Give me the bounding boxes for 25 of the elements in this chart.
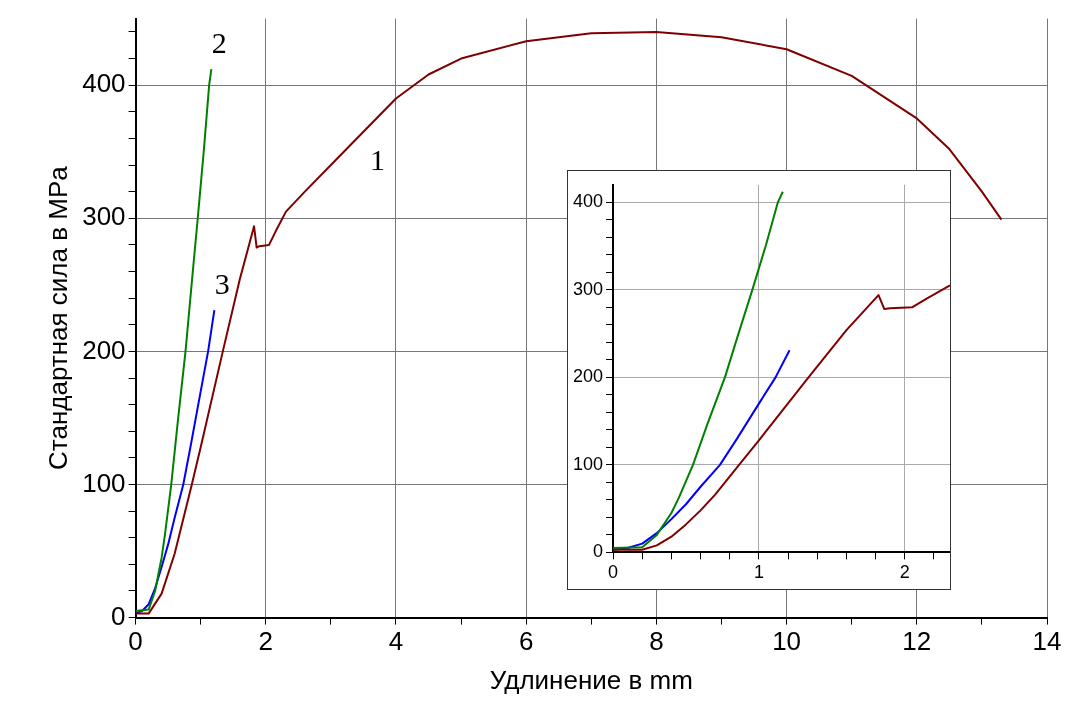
y-tick-label: 0: [593, 541, 604, 562]
y-tick-label: 300: [572, 278, 604, 299]
x-tick-label: 12: [902, 626, 932, 657]
y-tick-label: 400: [572, 191, 604, 212]
x-tick-label: 2: [899, 562, 910, 583]
x-tick-label: 2: [258, 626, 274, 657]
series-label: 2: [211, 26, 227, 60]
y-tick-label: 300: [82, 201, 126, 232]
y-tick-label: 0: [111, 600, 126, 631]
x-tick-label: 6: [518, 626, 534, 657]
x-tick-label: 10: [772, 626, 802, 657]
y-tick-label: 200: [572, 366, 604, 387]
y-axis-title: Стандартная сила в MPa: [42, 165, 73, 470]
x-tick-label: 0: [608, 562, 619, 583]
y-tick-label: 200: [82, 334, 126, 365]
series-label: 1: [369, 142, 385, 176]
x-axis-title: Удлинение в mm: [489, 664, 693, 695]
x-tick-label: 8: [649, 626, 664, 657]
x-tick-label: 4: [388, 626, 404, 657]
y-tick-label: 100: [572, 453, 604, 474]
series-label: 3: [214, 266, 230, 300]
x-tick-label: 14: [1032, 626, 1062, 657]
x-tick-label: 1: [753, 562, 764, 583]
y-tick-label: 400: [82, 68, 126, 99]
y-tick-label: 100: [82, 467, 126, 498]
